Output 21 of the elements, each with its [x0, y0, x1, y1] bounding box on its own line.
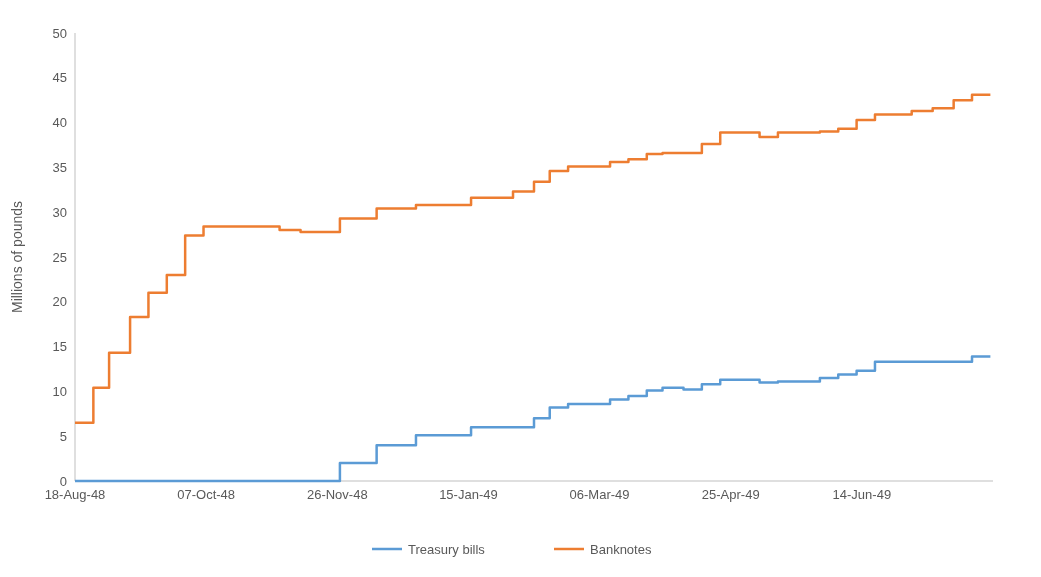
x-tick-label: 15-Jan-49	[439, 487, 498, 502]
legend-label: Treasury bills	[408, 541, 486, 557]
y-tick-label: 15	[52, 339, 67, 355]
x-tick-label: 25-Apr-49	[701, 487, 760, 502]
y-tick-label: 35	[52, 159, 67, 175]
y-tick-label: 40	[52, 115, 67, 131]
y-tick-label: 30	[52, 204, 67, 220]
y-axis-title: Millions of pounds	[9, 200, 25, 314]
y-tick-label: 10	[52, 383, 67, 399]
y-tick-label: 45	[52, 70, 67, 86]
x-tick-label: 07-Oct-48	[177, 487, 236, 502]
y-tick-label: 50	[52, 25, 67, 41]
x-tick-label: 14-Jun-49	[832, 487, 892, 502]
x-tick-label: 26-Nov-48	[306, 487, 368, 502]
y-tick-label: 0	[59, 473, 67, 489]
y-tick-label: 25	[52, 249, 67, 265]
x-tick-label: 06-Mar-49	[569, 487, 630, 502]
x-tick-label: 18-Aug-48	[44, 487, 106, 502]
y-tick-label: 20	[52, 294, 67, 310]
legend-label: Banknotes	[590, 541, 652, 557]
y-tick-label: 5	[59, 428, 67, 444]
